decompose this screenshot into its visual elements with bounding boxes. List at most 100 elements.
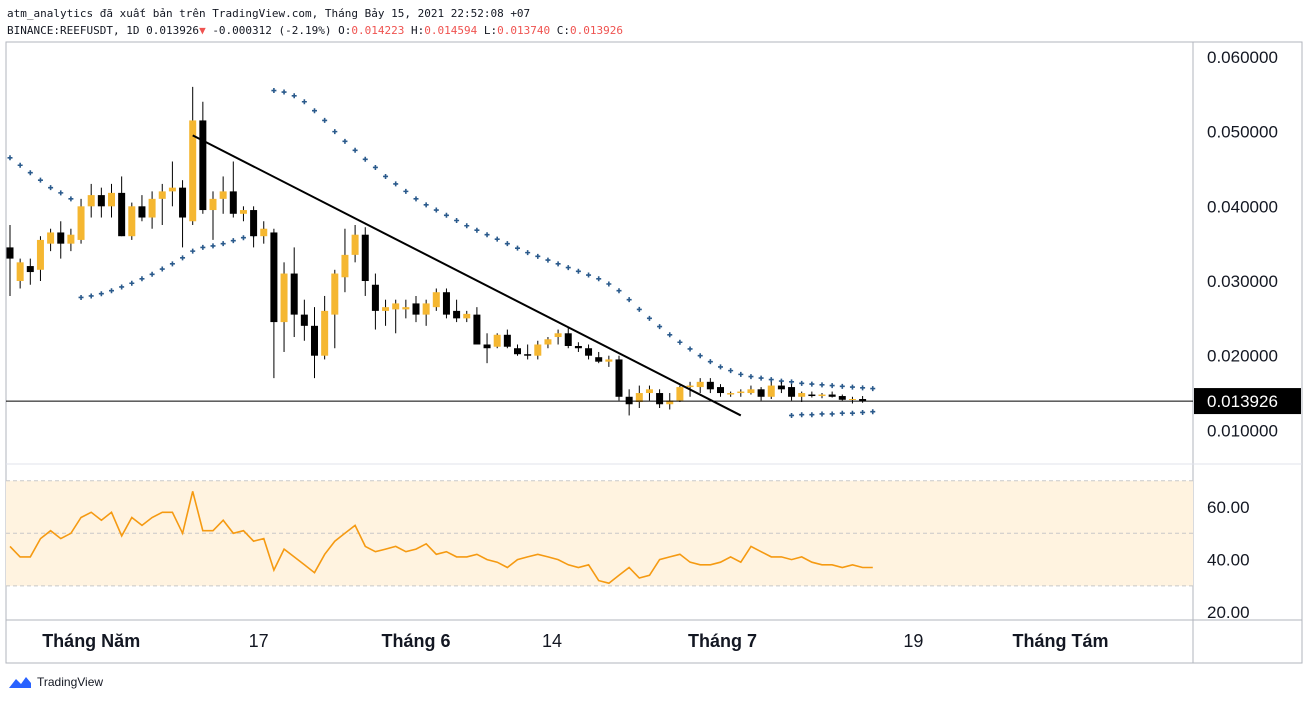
sar-point-upper: [677, 339, 683, 345]
candle-body: [534, 344, 542, 356]
candle: [219, 176, 227, 214]
candle: [392, 299, 400, 334]
sar-point-lower: [98, 291, 104, 297]
parabolic-sar-layer: [7, 88, 876, 418]
sar-point-lower: [789, 412, 795, 418]
sar-point-upper: [606, 281, 612, 287]
rsi-line: [9, 491, 873, 585]
sar-point-upper: [58, 190, 64, 196]
candle: [767, 381, 775, 400]
time-tick-label: 14: [542, 631, 562, 651]
candle: [848, 396, 856, 404]
sar-point-lower: [210, 243, 216, 249]
candle-body: [158, 191, 166, 199]
candle-body: [351, 234, 359, 255]
candle: [432, 288, 440, 311]
candle-body: [321, 310, 329, 356]
time-tick-label: Tháng 6: [381, 631, 450, 651]
candle-body: [656, 393, 664, 405]
rsi-tick-label: 40.00: [1207, 551, 1250, 570]
candle-body: [848, 399, 856, 401]
candle: [493, 333, 501, 349]
candle: [585, 344, 593, 360]
candle: [757, 387, 765, 401]
candle-body: [128, 206, 136, 237]
sar-point-upper: [646, 315, 652, 321]
chart-frame: [5, 41, 1303, 664]
candle-body: [453, 310, 461, 319]
candle-body: [524, 354, 532, 356]
sar-point-lower: [819, 411, 825, 417]
candle: [473, 307, 481, 345]
candle-body: [595, 357, 603, 362]
sar-point-upper: [322, 117, 328, 123]
candle: [97, 187, 105, 218]
candle: [706, 378, 714, 394]
candle: [442, 288, 450, 319]
candle: [737, 389, 745, 397]
sar-point-upper: [443, 212, 449, 218]
sar-point-upper: [494, 236, 500, 242]
sar-point-upper: [48, 185, 54, 191]
candle-body: [666, 400, 674, 405]
sar-point-upper: [332, 129, 338, 135]
sar-point-upper: [312, 108, 317, 114]
sar-point-upper: [464, 223, 470, 229]
candle-body: [168, 187, 176, 192]
sar-point-upper: [697, 353, 703, 359]
sar-point-lower: [809, 412, 815, 418]
candle: [859, 396, 867, 403]
candle: [128, 202, 136, 240]
tradingview-logo-icon: [9, 677, 31, 688]
sar-point-lower: [230, 238, 236, 244]
candle-body: [696, 381, 704, 388]
candle: [382, 299, 390, 326]
candle: [524, 344, 532, 360]
price-tick-label: 0.020000: [1207, 347, 1278, 366]
open-label: O:: [338, 24, 352, 37]
footer: TradingView: [8, 675, 103, 689]
sar-point-upper: [870, 386, 876, 392]
high-label: H:: [411, 24, 425, 37]
candle-body: [442, 292, 450, 315]
down-arrow-icon: ▼: [199, 24, 206, 37]
sar-point-upper: [748, 374, 754, 380]
sar-point-upper: [657, 324, 663, 330]
candle-body: [87, 195, 95, 207]
candle: [168, 161, 176, 207]
candle: [503, 329, 511, 349]
sar-point-upper: [575, 268, 581, 274]
candle: [777, 381, 785, 394]
candle-body: [503, 334, 511, 347]
sar-point-lower: [220, 241, 226, 247]
sar-point-upper: [555, 261, 561, 267]
sar-point-upper: [616, 288, 622, 294]
sar-point-lower: [159, 266, 165, 272]
candle: [77, 198, 85, 244]
sar-point-upper: [758, 375, 764, 381]
sar-point-upper: [860, 385, 866, 391]
candle: [615, 355, 623, 401]
candle-body: [777, 385, 785, 390]
candle: [838, 394, 846, 401]
sar-point-lower: [180, 255, 186, 261]
sar-point-upper: [372, 164, 378, 170]
sar-point-upper: [565, 265, 571, 271]
sar-point-upper: [423, 202, 429, 208]
candle: [635, 385, 643, 408]
candle: [676, 385, 684, 403]
sar-point-lower: [870, 409, 876, 415]
sar-point-upper: [718, 364, 723, 370]
sar-point-lower: [190, 248, 196, 254]
candle: [341, 228, 349, 293]
candle-body: [311, 325, 318, 356]
sar-point-upper: [7, 155, 13, 161]
candle: [300, 299, 308, 341]
candle: [260, 221, 268, 244]
candle-body: [371, 284, 379, 311]
candle: [453, 299, 461, 323]
candle: [798, 391, 806, 403]
candle-body: [229, 191, 237, 214]
sar-point-upper: [707, 359, 713, 365]
